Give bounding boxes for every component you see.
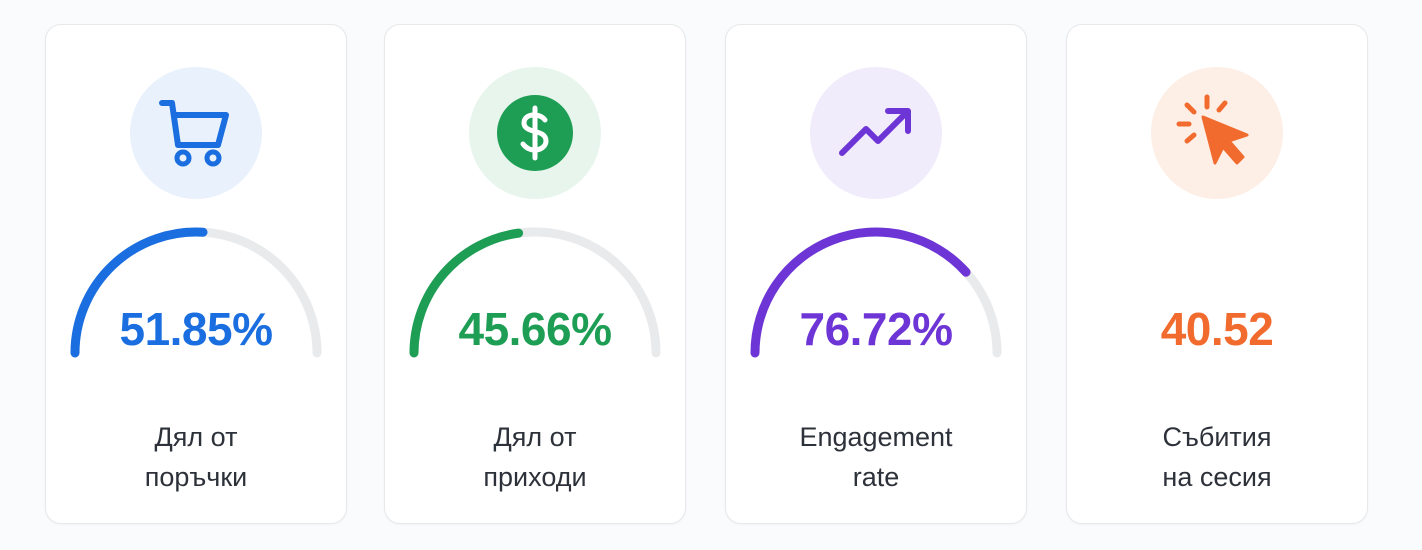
shopping-cart-icon bbox=[159, 100, 229, 167]
gauge-fill bbox=[70, 227, 208, 358]
icon-circle bbox=[469, 67, 601, 199]
metric-label-line2: приходи bbox=[483, 462, 587, 492]
metric-label: Дял от поръчки bbox=[46, 417, 346, 497]
metric-card-events-per-session: 40.52 Събития на сесия bbox=[1066, 24, 1368, 524]
metric-label-line1: Събития bbox=[1162, 422, 1272, 452]
metric-label-line1: Дял от bbox=[493, 422, 577, 452]
metric-value: 45.66% bbox=[458, 303, 612, 355]
gauge bbox=[70, 227, 322, 358]
icon-circle bbox=[810, 67, 942, 199]
metric-label-line1: Engagement bbox=[799, 422, 953, 452]
metric-value: 51.85% bbox=[119, 303, 273, 355]
cursor-click-icon bbox=[1176, 94, 1249, 165]
dollar-icon bbox=[497, 95, 573, 171]
metric-label-line2: rate bbox=[852, 462, 900, 492]
metric-card-revenue-share: 45.66% Дял от приходи bbox=[384, 24, 686, 524]
metric-label: Дял от приходи bbox=[385, 417, 685, 497]
metric-card-orders-share: 51.85% Дял от поръчки bbox=[45, 24, 347, 524]
metric-label-line2: поръчки bbox=[144, 462, 248, 492]
icon-circle bbox=[1151, 67, 1283, 199]
gauge-fill bbox=[409, 228, 524, 358]
metric-card-engagement-rate: 76.72% Engagement rate bbox=[725, 24, 1027, 524]
metric-value: 40.52 bbox=[1160, 303, 1274, 355]
gauge bbox=[750, 227, 1002, 358]
icon-circle bbox=[130, 67, 262, 199]
gauge-fill bbox=[750, 227, 971, 358]
metric-label: Engagement rate bbox=[726, 417, 1026, 497]
gauge bbox=[409, 227, 661, 358]
metric-label-line2: на сесия bbox=[1162, 462, 1272, 492]
metric-label-line1: Дял от bbox=[154, 422, 238, 452]
metric-value: 76.72% bbox=[799, 303, 953, 355]
trending-up-icon bbox=[839, 108, 911, 156]
metric-label: Събития на сесия bbox=[1067, 417, 1367, 497]
